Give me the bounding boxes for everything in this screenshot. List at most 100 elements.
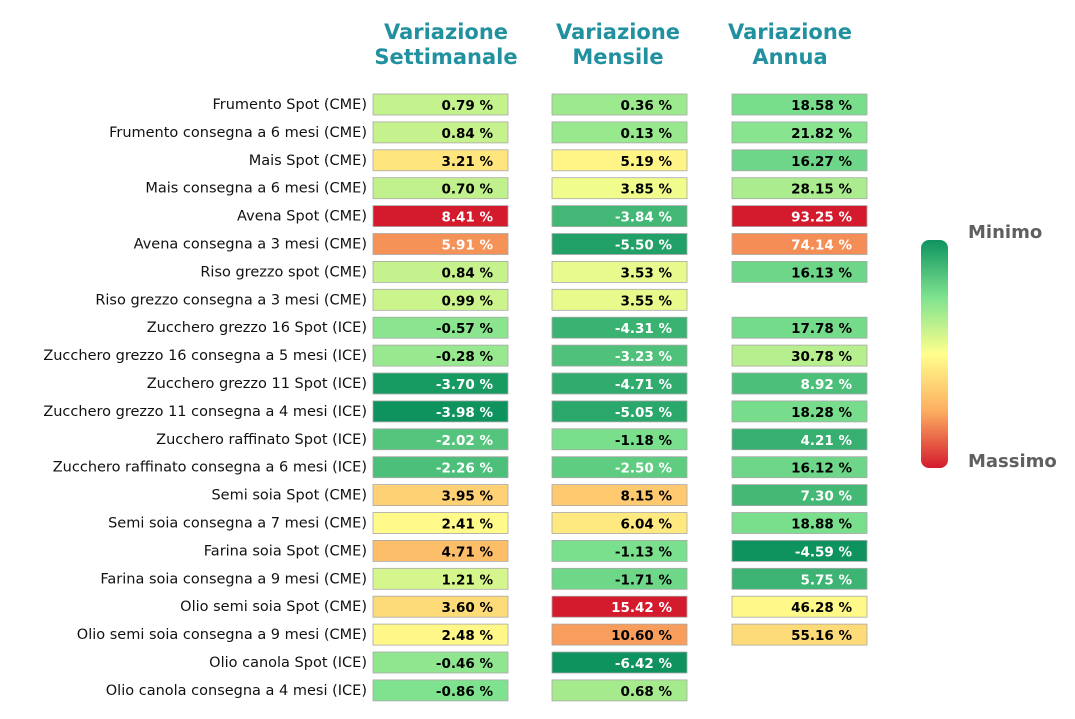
heatmap-cell [372,679,509,702]
heatmap-cell [551,344,688,367]
cell-value-label: -3.23 % [615,349,673,365]
heatmap-cell [551,651,688,674]
heatmap-cell [372,260,509,283]
cell-value-label: 46.28 % [791,600,852,616]
heatmap-cell [372,205,509,228]
heatmap-cell [372,428,509,451]
heatmap-cell [372,540,509,562]
heatmap-cell [372,316,509,339]
cell-value-label: 0.36 % [620,98,672,114]
heatmap-cell [551,595,688,618]
cell-value-label: -1.13 % [615,544,673,560]
heatmap-cell [372,288,509,311]
cell-value-label: 4.21 % [800,433,852,449]
legend-max-label: Massimo [968,451,1057,472]
heatmap-cell [372,651,509,674]
row-label: Olio semi soia consegna a 9 mesi (CME) [77,627,367,643]
heatmap-cell [372,149,509,172]
row-label: Farina soia consegna a 9 mesi (CME) [100,571,367,587]
heatmap-cell [551,400,688,423]
cell-value-label: 7.30 % [800,489,852,505]
heatmap-cell [731,260,868,283]
cell-value-label: -6.42 % [615,656,673,672]
heatmap-cell [372,595,509,618]
row-label: Farina soia Spot (CME) [204,543,367,559]
heatmap-cell [731,400,868,423]
cell-value-label: 2.41 % [441,517,493,533]
row-label: Riso grezzo consegna a 3 mesi (CME) [95,292,367,308]
cell-value-label: -0.28 % [436,349,494,365]
cell-value-label: 17.78 % [791,321,852,337]
row-label: Mais consegna a 6 mesi (CME) [145,181,367,197]
heatmap-cell [551,484,688,507]
row-label: Zucchero raffinato Spot (ICE) [156,432,367,448]
row-label: Zucchero grezzo 11 Spot (ICE) [147,376,367,392]
heatmap-cell [551,679,688,702]
column-header-weekly: Variazione Settimanale [374,20,518,69]
cell-value-label: 18.88 % [791,517,852,533]
row-label: Riso grezzo spot (CME) [200,264,367,280]
row-label: Zucchero grezzo 16 consegna a 5 mesi (IC… [43,348,367,364]
heatmap-cell [731,149,868,172]
heatmap-cell [551,456,688,479]
heatmap-cell [731,177,868,200]
heatmap-cell [372,400,509,423]
heatmap-cell [372,93,509,116]
cell-value-label: 3.95 % [441,489,493,505]
row-label: Zucchero raffinato consegna a 6 mesi (IC… [53,460,367,476]
cell-value-label: 30.78 % [791,349,852,365]
cell-value-label: -2.50 % [615,461,673,477]
heatmap-cell [731,316,868,339]
cell-value-label: 15.42 % [611,600,672,616]
heatmap-cell [372,623,509,646]
heatmap-cell [731,540,868,562]
cell-value-label: 8.15 % [620,489,672,505]
heatmap-cell [731,233,868,255]
cell-value-label: 8.92 % [800,377,852,393]
color-scale-legend [921,240,948,468]
heatmap-cell [372,121,509,144]
heatmap-cell [372,344,509,367]
cell-value-label: 3.53 % [620,265,672,281]
row-label: Zucchero grezzo 11 consegna a 4 mesi (IC… [43,404,367,420]
heatmap-cell [551,540,688,562]
cell-value-label: -5.05 % [615,405,673,421]
cell-value-label: -4.31 % [615,321,673,337]
cell-value-label: -0.46 % [436,656,494,672]
cell-value-label: 1.21 % [441,572,493,588]
cell-value-label: 18.28 % [791,405,852,421]
cell-value-label: 10.60 % [611,628,672,644]
cell-value-label: 3.21 % [441,154,493,170]
heatmap-cell [372,567,509,590]
heatmap-cell [372,456,509,479]
heatmap-cell [731,623,868,646]
cell-value-label: 16.13 % [791,265,852,281]
cell-value-label: 93.25 % [791,210,852,226]
heatmap-cell [731,512,868,534]
heatmap-cell [551,512,688,534]
row-label: Zucchero grezzo 16 Spot (ICE) [147,320,367,336]
heatmap-cell [551,121,688,144]
cell-value-label: 74.14 % [791,238,852,254]
row-label: Olio semi soia Spot (CME) [180,599,367,615]
heatmap-cell [731,456,868,479]
cell-value-label: -2.26 % [436,461,494,477]
row-label: Olio canola Spot (ICE) [209,655,367,671]
cell-value-label: 3.85 % [620,182,672,198]
row-label: Semi soia consegna a 7 mesi (CME) [108,516,367,532]
row-label: Mais Spot (CME) [249,153,367,169]
row-label: Avena consegna a 3 mesi (CME) [134,237,367,253]
heatmap-cell [731,595,868,618]
row-label: Frumento consegna a 6 mesi (CME) [109,125,367,141]
cell-value-label: 16.27 % [791,154,852,170]
heatmap-cell [731,567,868,590]
cell-value-label: -3.98 % [436,405,494,421]
cell-value-label: 55.16 % [791,628,852,644]
heatmap-cell [551,288,688,311]
cell-value-label: -5.50 % [615,238,673,254]
heatmap-cell [731,372,868,395]
cell-value-label: 0.68 % [620,684,672,700]
heatmap-cell [731,484,868,507]
heatmap-cell [731,428,868,451]
